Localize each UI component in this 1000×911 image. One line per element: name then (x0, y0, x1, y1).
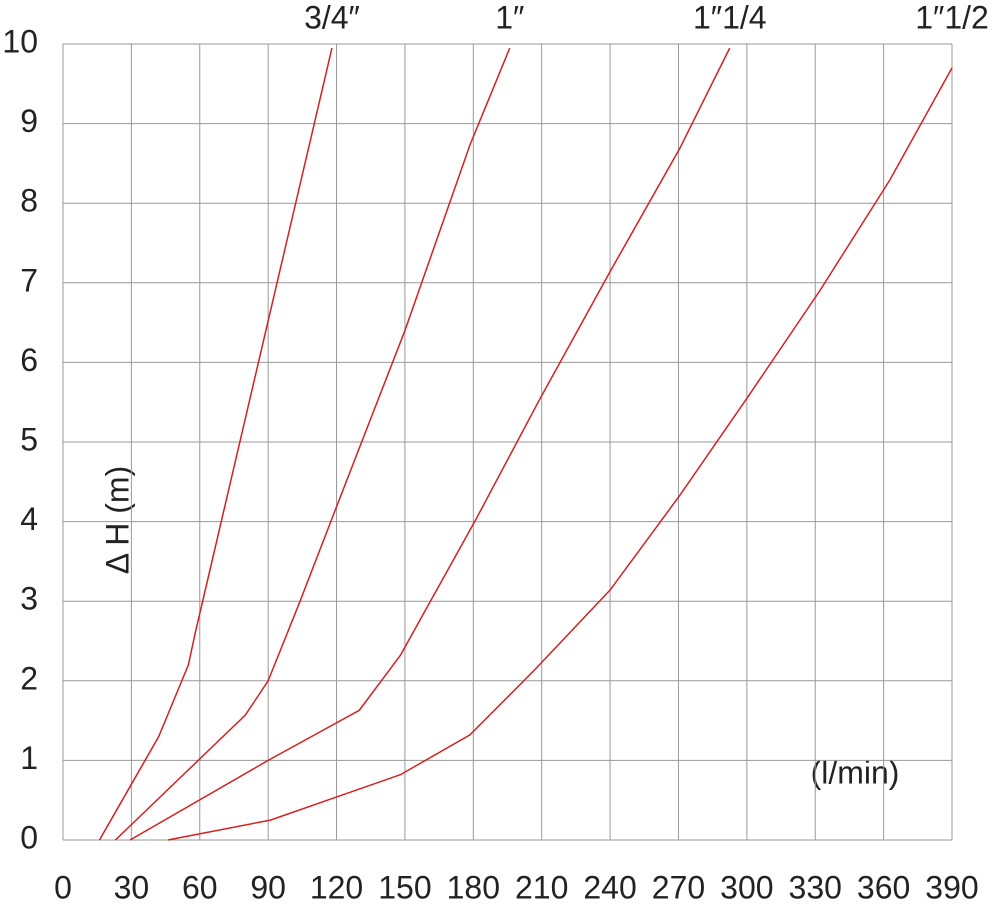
x-tick-label: 90 (250, 869, 286, 905)
y-tick-label: 1 (20, 740, 38, 776)
y-tick-label: 5 (20, 421, 38, 457)
x-axis-label: (l/min) (811, 754, 900, 790)
y-tick-label: 6 (20, 342, 38, 378)
x-tick-label: 180 (447, 869, 500, 905)
x-tick-label: 240 (583, 869, 636, 905)
series-label: 1″1/2 (915, 0, 989, 35)
y-tick-label: 4 (20, 501, 38, 537)
x-tick-label: 360 (857, 869, 910, 905)
x-tick-label: 330 (789, 869, 842, 905)
series-label: 1″1/4 (693, 0, 767, 35)
series-label: 3/4″ (304, 0, 360, 35)
y-tick-label: 3 (20, 581, 38, 617)
series-line (167, 67, 953, 841)
series-line (98, 47, 333, 841)
x-tick-label: 0 (54, 869, 72, 905)
x-tick-label: 270 (652, 869, 705, 905)
y-tick-label: 7 (20, 262, 38, 298)
x-tick-label: 300 (720, 869, 773, 905)
y-axis-label: Δ H (m) (99, 466, 135, 574)
y-tick-label: 2 (20, 660, 38, 696)
y-tick-label: 9 (20, 103, 38, 139)
series-label: 1″ (495, 0, 524, 35)
y-tick-label: 10 (2, 23, 38, 59)
series-line (114, 47, 511, 841)
x-tick-label: 30 (114, 869, 150, 905)
x-tick-label: 60 (182, 869, 218, 905)
series-line (129, 47, 731, 841)
y-tick-label: 0 (20, 819, 38, 855)
y-tick-label: 8 (20, 183, 38, 219)
x-tick-label: 210 (515, 869, 568, 905)
x-tick-label: 150 (378, 869, 431, 905)
x-tick-label: 390 (925, 869, 978, 905)
x-tick-label: 120 (310, 869, 363, 905)
